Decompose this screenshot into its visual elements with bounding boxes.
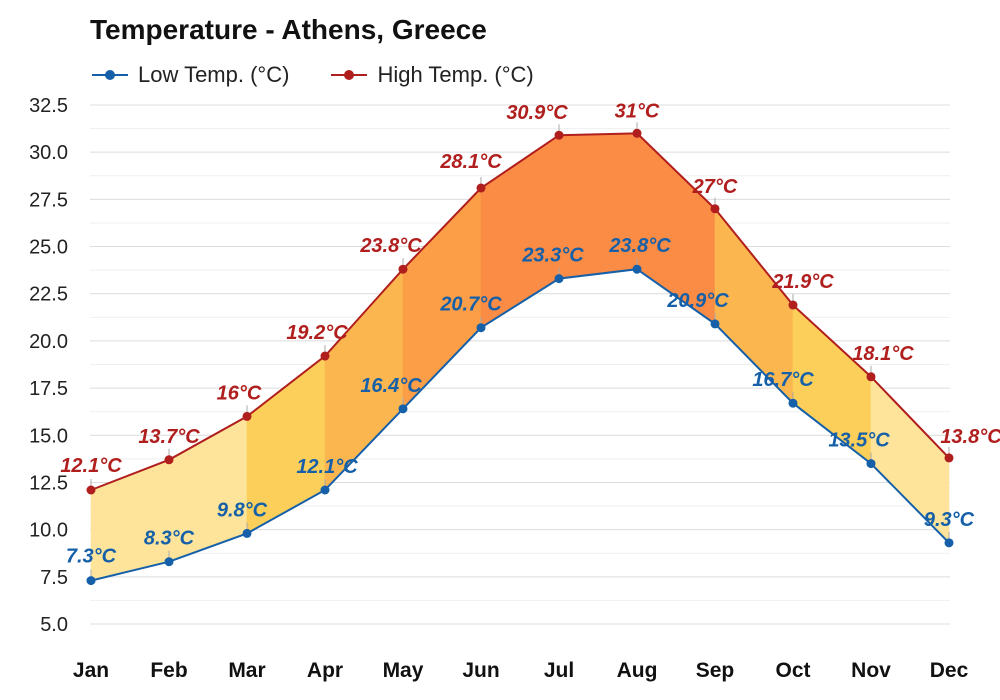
low-temp-point [242,528,252,538]
x-tick-label: Jan [73,659,109,682]
low-temp-label: 7.3°C [66,546,117,568]
high-temp-line [90,132,950,491]
y-tick-label: 25.0 [29,237,68,259]
x-tick-label: Oct [775,659,810,682]
low-temp-label: 9.8°C [217,499,268,521]
high-temp-label: 19.2°C [286,322,348,344]
high-temp-label: 23.8°C [359,235,422,257]
high-temp-label: 31°C [615,100,660,122]
y-tick-label: 20.0 [29,331,68,353]
low-temp-point [398,404,408,414]
low-temp-point [944,538,954,548]
low-temp-label: 12.1°C [296,456,358,478]
x-tick-label: May [383,659,424,682]
high-temp-label: 30.9°C [506,102,568,124]
low-temp-label: 16.7°C [752,369,814,391]
low-temp-line [90,268,950,582]
low-temp-label: 16.4°C [360,375,422,397]
low-temp-label: 20.9°C [666,290,729,312]
y-tick-label: 12.5 [29,472,68,494]
legend-marker-low [92,70,128,80]
high-temp-label: 27°C [692,176,738,198]
y-tick-label: 7.5 [40,567,68,589]
low-temp-point [632,264,642,274]
low-temp-point [320,485,330,495]
high-temp-label: 16°C [217,382,262,404]
low-temp-label: 9.3°C [924,509,975,531]
x-tick-label: Jun [462,659,499,682]
x-tick-label: Apr [307,659,343,682]
low-temp-point [476,323,486,333]
low-temp-point [554,274,564,284]
y-tick-label: 5.0 [40,614,68,636]
high-temp-point [320,351,330,361]
high-temp-label: 28.1°C [439,151,502,173]
high-temp-point [86,485,96,495]
y-tick-label: 27.5 [29,189,68,211]
legend-label-low: Low Temp. (°C) [138,62,290,87]
high-temp-point [554,130,564,140]
legend-item-low[interactable]: Low Temp. (°C) [90,62,289,88]
high-temp-point [242,411,252,421]
high-temp-label: 13.7°C [138,426,200,448]
x-tick-label: Aug [617,659,658,682]
low-temp-label: 23.3°C [521,245,584,267]
high-temp-point [788,300,798,310]
high-temp-point [398,264,408,274]
low-temp-label: 20.7°C [439,294,502,316]
high-temp-point [164,455,174,465]
high-temp-point [866,372,876,382]
legend-item-high[interactable]: High Temp. (°C) [329,62,534,88]
y-tick-label: 10.0 [29,520,68,542]
high-temp-point [944,453,954,463]
high-temp-label: 13.8°C [940,426,1000,448]
legend: Low Temp. (°C) High Temp. (°C) [90,60,574,90]
y-tick-label: 32.5 [29,95,68,117]
x-tick-label: Jul [544,659,574,682]
low-temp-point [710,319,720,329]
y-tick-label: 15.0 [29,425,68,447]
chart-title: Temperature - Athens, Greece [90,14,487,45]
high-temp-point [476,183,486,193]
x-tick-label: Dec [930,659,969,682]
high-temp-label: 18.1°C [852,343,914,365]
x-tick-label: Feb [150,659,187,682]
low-temp-point [788,398,798,408]
high-temp-point [632,128,642,138]
x-tick-label: Mar [228,659,265,682]
high-temp-label: 21.9°C [771,271,834,293]
high-temp-label: 12.1°C [60,455,122,477]
x-tick-label: Sep [696,659,735,682]
low-temp-point [866,459,876,469]
low-temp-point [86,576,96,586]
x-tick-label: Nov [851,659,891,682]
legend-label-high: High Temp. (°C) [377,62,534,87]
y-tick-label: 17.5 [29,378,68,400]
low-temp-label: 23.8°C [608,235,671,257]
legend-marker-high [331,70,368,80]
low-temp-label: 13.5°C [828,430,890,452]
y-tick-label: 22.5 [29,284,68,306]
y-tick-label: 30.0 [29,142,68,164]
low-temp-point [164,557,174,567]
high-temp-point [710,204,720,214]
low-temp-label: 8.3°C [144,528,195,550]
